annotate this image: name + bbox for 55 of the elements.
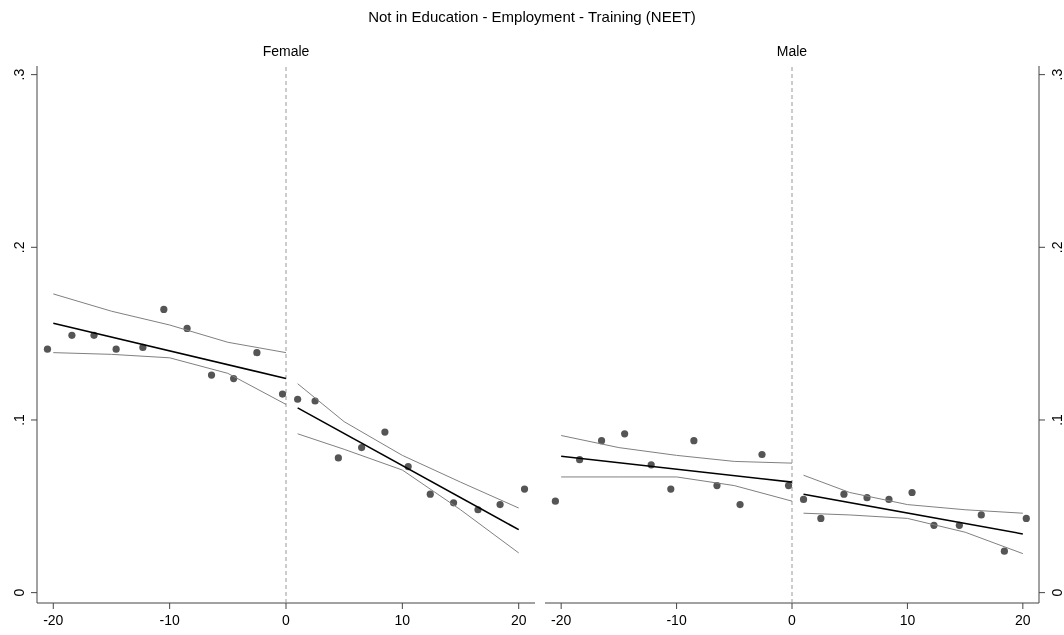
y-tick-label: 0 bbox=[1049, 588, 1064, 597]
point bbox=[758, 450, 766, 459]
point bbox=[817, 514, 825, 522]
y-tick-label: .3 bbox=[1049, 68, 1064, 81]
point bbox=[207, 371, 216, 379]
point bbox=[784, 481, 793, 490]
y-tick-label: .1 bbox=[1049, 413, 1064, 426]
chart-title: Not in Education - Employment - Training (NEET) bbox=[368, 8, 696, 25]
line-series bbox=[297, 433, 520, 554]
point bbox=[496, 500, 504, 509]
x-tick-label: 0 bbox=[788, 612, 797, 628]
point bbox=[597, 437, 606, 445]
x-tick-label: 10 bbox=[394, 612, 411, 628]
line-series bbox=[560, 435, 793, 464]
point bbox=[621, 430, 629, 438]
point bbox=[381, 428, 389, 436]
x-tick-label: 0 bbox=[282, 612, 291, 628]
point bbox=[690, 437, 698, 445]
point bbox=[68, 331, 76, 339]
y-tick-label: .1 bbox=[11, 413, 27, 426]
point bbox=[799, 495, 808, 503]
line-series bbox=[52, 293, 287, 354]
point bbox=[1022, 514, 1030, 522]
chart-subtitle: Female bbox=[262, 43, 310, 59]
line-series bbox=[297, 383, 520, 509]
x-tick-label: 10 bbox=[899, 612, 916, 628]
x-tick-label: 20 bbox=[1015, 612, 1031, 628]
point bbox=[334, 454, 342, 462]
chart-subtitle: Male bbox=[776, 43, 808, 59]
x-tick-label: -10 bbox=[666, 612, 687, 628]
point bbox=[908, 488, 916, 497]
point bbox=[840, 490, 848, 498]
point bbox=[253, 349, 261, 357]
point bbox=[667, 485, 675, 493]
line-series bbox=[803, 512, 1024, 555]
x-tick-label: -10 bbox=[159, 612, 180, 628]
point bbox=[358, 444, 366, 452]
y-tick-label: .2 bbox=[1049, 241, 1064, 254]
x-tick-label: -20 bbox=[43, 612, 64, 628]
point bbox=[426, 490, 434, 498]
y-tick-label: .3 bbox=[11, 68, 27, 81]
point bbox=[160, 305, 168, 314]
point bbox=[551, 497, 559, 505]
point bbox=[736, 500, 744, 509]
point bbox=[977, 511, 985, 519]
point bbox=[1000, 547, 1008, 555]
y-tick-label: .2 bbox=[11, 241, 27, 254]
point bbox=[278, 390, 287, 398]
point bbox=[294, 395, 302, 403]
x-tick-label: -20 bbox=[551, 612, 572, 628]
point bbox=[112, 345, 120, 353]
point bbox=[43, 345, 52, 353]
point bbox=[520, 485, 529, 493]
x-tick-label: 20 bbox=[510, 612, 527, 628]
y-tick-label: 0 bbox=[11, 588, 27, 597]
